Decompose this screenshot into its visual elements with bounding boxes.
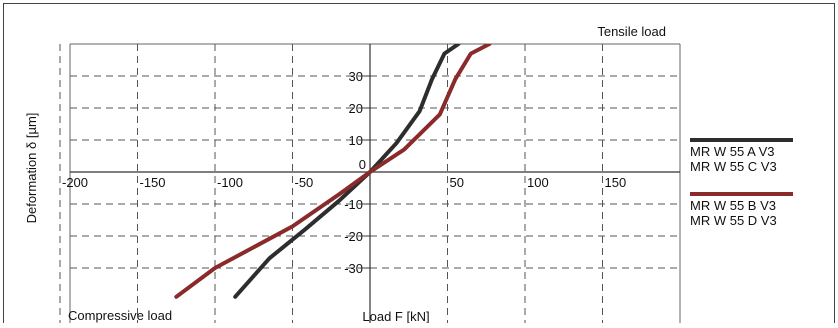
- x-tick-label: -150: [140, 175, 166, 190]
- x-tick-label: 50: [450, 175, 464, 190]
- grid-layer: [59, 43, 681, 323]
- x-tick-label: -50: [295, 175, 314, 190]
- legend-label-2: MR W 55 B V3: [690, 198, 776, 213]
- series-line-1: [233, 44, 461, 299]
- x-tick-label: -200: [62, 175, 88, 190]
- y-axis-title: Deformation δ [µm]: [24, 113, 39, 224]
- x-tick-label: 100: [527, 175, 549, 190]
- series-line-2: [174, 44, 492, 299]
- x-tick-label: 0: [359, 157, 366, 172]
- y-tick-label: -20: [344, 229, 363, 244]
- x-tick-label: -100: [217, 175, 243, 190]
- y-tick-label: 20: [349, 101, 363, 116]
- outer-border: [3, 3, 835, 328]
- axis-layer: [70, 44, 680, 323]
- legend-label-1: MR W 55 A V3: [690, 144, 775, 159]
- x-axis-title: Load F [kN]: [362, 309, 429, 323]
- y-tick-label: -30: [344, 261, 363, 276]
- series-layer: [174, 44, 492, 299]
- legend-label-1: MR W 55 C V3: [690, 159, 777, 174]
- x-tick-label: 150: [605, 175, 627, 190]
- label-layer: Load F [kN] Deformation δ [µm] Tensile l…: [24, 24, 666, 324]
- legend-label-2: MR W 55 D V3: [690, 213, 777, 228]
- compressive-load-label: Compressive load: [68, 308, 172, 323]
- y-tick-label: 10: [349, 133, 363, 148]
- tensile-load-label: Tensile load: [597, 24, 666, 39]
- y-tick-label: 30: [349, 69, 363, 84]
- y-tick-label: -10: [344, 197, 363, 212]
